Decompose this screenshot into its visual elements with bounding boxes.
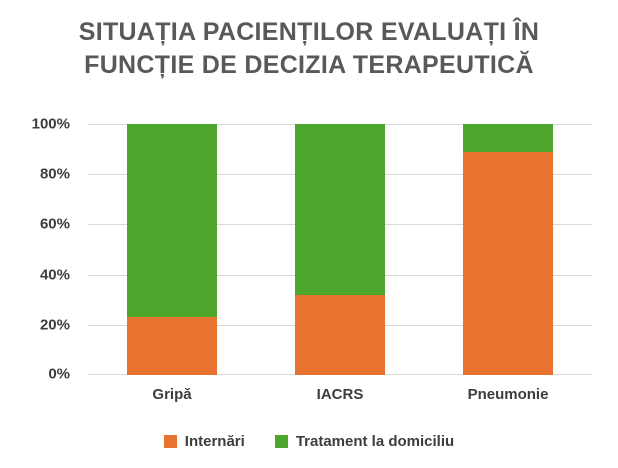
legend-item-tratament-la-domiciliu: Tratament la domiciliu [274, 433, 455, 450]
legend-label-tratament-la-domiciliu: Tratament la domiciliu [295, 433, 455, 450]
x-axis-label-iacrs: IACRS [316, 386, 364, 403]
bar-segment-intern-ri-iacrs [295, 294, 385, 375]
y-axis: 0% 20% 40% 60% 80% 100% [0, 116, 70, 383]
y-axis-tick-label-20: 20% [39, 316, 70, 334]
y-axis-tick-label-80: 80% [39, 165, 70, 183]
x-axis-label-grip: Gripă [152, 386, 192, 403]
bar-segment-tratament-la-domiciliu-grip [127, 124, 217, 318]
x-axis-label-pneumonie: Pneumonie [467, 386, 549, 403]
y-axis-tick-label-40: 40% [39, 266, 70, 284]
bar-segment-tratament-la-domiciliu-pneumonie [463, 124, 553, 152]
chart-title: SITUAȚIA PACIENȚILOR EVALUAȚI ÎN FUNCȚIE… [78, 18, 540, 79]
legend-swatch-intern-ri [163, 435, 177, 448]
plot-area [88, 124, 592, 375]
legend-label-intern-ri: Internări [184, 433, 245, 450]
legend-swatch-tratament-la-domiciliu [274, 435, 288, 448]
legend-item-intern-ri: Internări [163, 433, 245, 450]
bar-segment-intern-ri-grip [127, 317, 217, 375]
bar-segment-intern-ri-pneumonie [463, 151, 553, 375]
legend: Internări Tratament la domiciliu [0, 433, 618, 450]
x-axis: Gripă IACRS Pneumonie [88, 386, 592, 403]
bar-segment-tratament-la-domiciliu-iacrs [295, 124, 385, 295]
y-axis-tick-label-0: 0% [48, 365, 70, 383]
y-axis-tick-label-100: 100% [31, 115, 70, 133]
y-axis-tick-label-60: 60% [39, 215, 70, 233]
